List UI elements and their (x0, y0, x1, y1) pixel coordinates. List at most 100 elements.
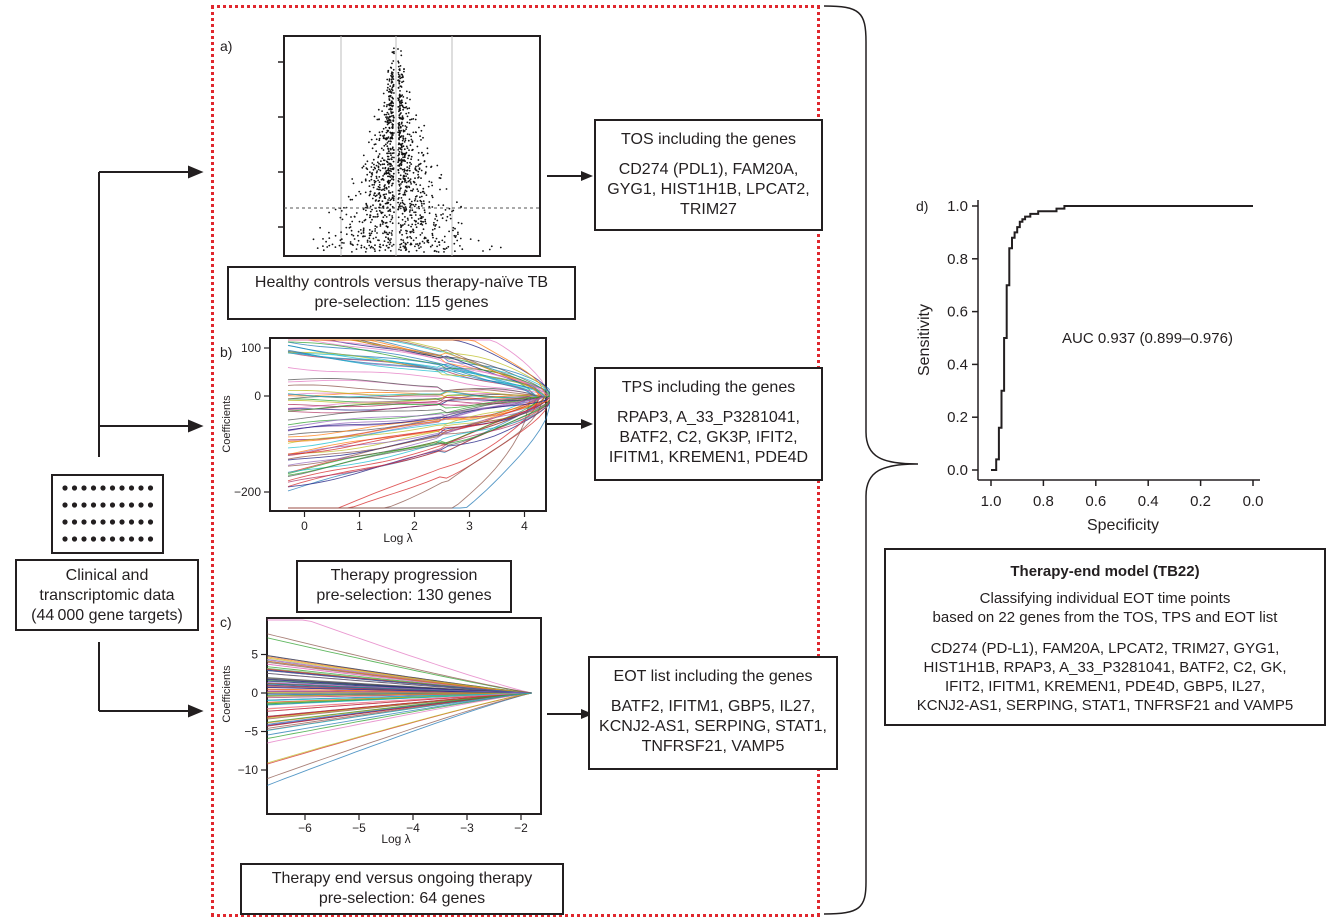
volcano-point (431, 184, 434, 187)
volcano-point (398, 124, 400, 127)
volcano-point (404, 137, 407, 140)
volcano-point (391, 86, 394, 89)
coefficient-path (288, 339, 546, 397)
volcano-point (373, 143, 376, 146)
volcano-point (420, 217, 423, 220)
volcano-point (389, 85, 392, 87)
volcano-point (418, 247, 420, 250)
volcano-point (388, 173, 391, 176)
volcano-point (443, 235, 446, 238)
volcano-point (393, 132, 395, 134)
volcano-point (386, 142, 389, 144)
volcano-point (400, 117, 403, 120)
volcano-point (385, 236, 387, 239)
volcano-point (411, 189, 414, 192)
volcano-point (384, 184, 386, 186)
volcano-point (352, 244, 354, 247)
volcano-point (397, 169, 400, 172)
volcano-point (419, 214, 422, 217)
volcano-point (401, 218, 404, 221)
volcano-point (389, 119, 392, 122)
volcano-point (406, 133, 409, 135)
volcano-point (375, 177, 378, 180)
volcano-point (387, 241, 389, 244)
volcano-point (436, 219, 439, 222)
volcano-point (379, 223, 382, 226)
volcano-point (431, 228, 434, 231)
volcano-point (400, 101, 403, 104)
volcano-point (421, 232, 423, 234)
volcano-point (361, 166, 364, 169)
volcano-point (380, 189, 383, 192)
volcano-point (417, 222, 419, 225)
volcano-point (398, 197, 400, 199)
volcano-point (328, 231, 330, 234)
volcano-point (422, 200, 425, 203)
volcano-point (388, 158, 391, 161)
volcano-point (312, 238, 315, 241)
volcano-point (418, 126, 420, 129)
volcano-point (386, 89, 389, 92)
volcano-point (398, 81, 400, 83)
volcano-point (398, 68, 401, 70)
volcano-point (417, 244, 420, 247)
volcano-point (375, 138, 378, 141)
volcano-point (405, 181, 408, 184)
volcano-point (404, 172, 407, 175)
volcano-point (387, 199, 389, 201)
volcano-point (433, 227, 436, 230)
volcano-point (352, 182, 355, 185)
volcano-point (417, 170, 420, 173)
volcano-point (372, 204, 374, 207)
volcano-point (423, 242, 426, 244)
volcano-point (381, 157, 384, 160)
gene-line: IFITM1, KREMEN1, PDE4D (608, 449, 809, 466)
volcano-point (369, 171, 371, 174)
volcano-point (392, 123, 394, 126)
volcano-point (400, 73, 403, 76)
volcano-point (382, 136, 385, 138)
coefficient-path (287, 396, 550, 455)
matrix-dot (119, 536, 125, 542)
volcano-point (326, 246, 329, 248)
volcano-point (423, 237, 426, 240)
volcano-point (360, 181, 363, 184)
volcano-point (364, 251, 367, 253)
volcano-point (387, 155, 390, 158)
volcano-point (446, 215, 449, 218)
volcano-point (364, 163, 367, 166)
volcano-point (355, 212, 358, 214)
volcano-point (393, 47, 395, 50)
volcano-point (404, 125, 407, 127)
volcano-point (388, 88, 391, 91)
volcano-point (347, 195, 350, 198)
model-desc-line: Classifying individual EOT time points (979, 590, 1231, 607)
volcano-point (410, 138, 413, 141)
volcano-point (369, 214, 371, 217)
volcano-point (390, 104, 393, 107)
volcano-point (438, 177, 441, 179)
volcano-point (388, 246, 390, 249)
volcano-point (400, 249, 402, 252)
volcano-point (366, 241, 369, 243)
volcano-point (371, 230, 374, 233)
volcano-point (417, 159, 420, 161)
volcano-point (368, 237, 371, 240)
volcano-point (388, 197, 391, 200)
volcano-point (399, 224, 402, 226)
volcano-point (387, 182, 390, 185)
volcano-point (399, 85, 402, 87)
matrix-dot (138, 519, 144, 525)
y-tick-label: −200 (234, 485, 261, 499)
y-ticks: 0.0 0.2 0.4 0.6 0.8 1.0 (947, 198, 978, 479)
volcano-point (316, 247, 319, 250)
volcano-point (386, 169, 389, 172)
volcano-point (392, 178, 395, 181)
arrow-b-icon (547, 419, 593, 429)
y-tick-label: 0.8 (947, 251, 968, 268)
matrix-dot (90, 502, 97, 508)
volcano-point (374, 192, 376, 195)
volcano-point (383, 105, 385, 107)
volcano-point (392, 160, 395, 163)
volcano-point (378, 137, 381, 140)
